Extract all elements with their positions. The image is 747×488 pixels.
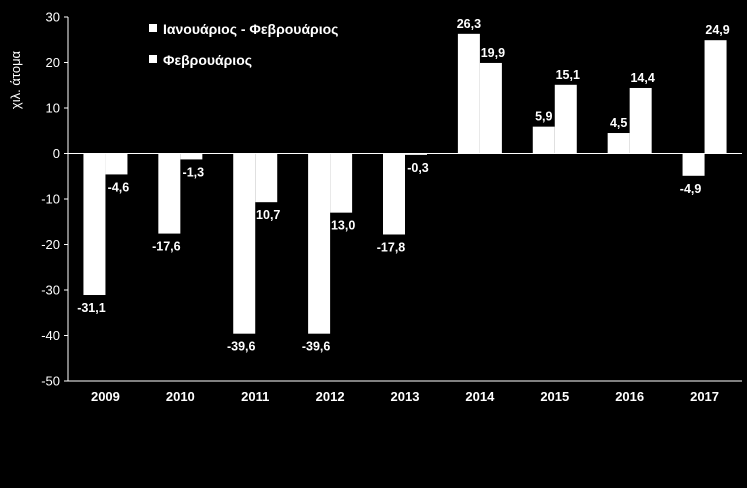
axes xyxy=(67,17,742,382)
x-tick-label-2014: 2014 xyxy=(465,389,495,404)
bar-series-1-2017 xyxy=(682,153,705,176)
bar-series-1-2013 xyxy=(383,153,405,235)
data-labels: -31,1 -4,6 -17,6 -1,3 -39,6 10,7 -39,6 13,0 -17,… xyxy=(77,17,730,354)
legend-swatch-series-1 xyxy=(149,24,157,32)
bar-series-2-2016 xyxy=(629,87,652,154)
data-label-series-1-2014: 26,3 xyxy=(457,17,481,31)
bar-series-1-2016 xyxy=(607,133,630,154)
bars xyxy=(83,33,727,334)
data-label-series-1-2009: -31,1 xyxy=(77,301,106,315)
y-tick-label-1: 20 xyxy=(46,55,60,70)
bar-series-1-2010 xyxy=(158,153,181,234)
y-axis-label: χιλ. άτομα xyxy=(8,50,23,109)
data-label-series-1-2012: -39,6 xyxy=(302,340,331,354)
legend-swatch-series-2 xyxy=(149,55,157,63)
data-label-series-1-2015: 5,9 xyxy=(535,110,552,124)
bar-series-2-2014 xyxy=(479,62,502,154)
data-label-series-2-2009: -4,6 xyxy=(108,180,130,194)
bar-series-2-2009 xyxy=(105,153,128,175)
data-label-series-1-2016: 4,5 xyxy=(610,116,627,130)
x-tick-label-2015: 2015 xyxy=(540,389,569,404)
bar-series-1-2014 xyxy=(457,33,480,154)
x-axis-ticks: 2009 2010 2011 2012 2013 2014 2015 2016 2017 xyxy=(91,389,719,404)
data-label-series-2-2016: 14,4 xyxy=(630,71,654,85)
data-label-series-1-2011: -39,6 xyxy=(227,340,256,354)
bar-series-2-2012 xyxy=(330,153,353,213)
bar-series-2-2010 xyxy=(180,153,203,160)
bar-series-1-2011 xyxy=(233,153,256,334)
x-tick-label-2016: 2016 xyxy=(615,389,644,404)
y-tick-label-3: 0 xyxy=(53,146,60,161)
data-label-series-2-2014: 19,9 xyxy=(481,46,505,60)
data-label-series-2-2012: 13,0 xyxy=(331,219,355,233)
legend-label-series-1: Ιανουάριος - Φεβρουάριος xyxy=(163,21,338,37)
data-label-series-1-2017: -4,9 xyxy=(680,182,702,196)
data-label-series-1-2010: -17,6 xyxy=(152,240,181,254)
y-tick-label-7: -40 xyxy=(41,328,60,343)
bar-series-1-2012 xyxy=(308,153,331,334)
x-tick-label-2013: 2013 xyxy=(391,389,420,404)
data-label-series-2-2015: 15,1 xyxy=(556,68,580,82)
data-label-series-2-2010: -1,3 xyxy=(183,165,205,179)
x-tick-label-2009: 2009 xyxy=(91,389,120,404)
x-tick-label-2017: 2017 xyxy=(690,389,719,404)
x-tick-label-2011: 2011 xyxy=(241,389,269,404)
bar-series-1-2015 xyxy=(532,126,555,154)
y-axis-ticks: 30 20 10 0 -10 -20 -30 -40 -50 xyxy=(41,10,68,389)
bar-series-2-2017 xyxy=(704,40,727,154)
data-label-series-2-2017: 24,9 xyxy=(705,23,729,37)
y-tick-label-4: -10 xyxy=(41,192,60,207)
data-label-series-2-2013: -0,3 xyxy=(407,161,429,175)
legend: Ιανουάριος - Φεβρουάριος Φεβρουάριος xyxy=(149,21,338,68)
data-label-series-2-2011: 10,7 xyxy=(256,208,280,222)
y-tick-label-6: -30 xyxy=(41,283,60,298)
bar-series-2-2013 xyxy=(405,153,427,155)
x-tick-label-2010: 2010 xyxy=(166,389,195,404)
y-tick-label-8: -50 xyxy=(41,374,60,389)
bar-series-1-2009 xyxy=(83,153,106,296)
bar-series-2-2011 xyxy=(255,153,278,203)
bar-series-2-2015 xyxy=(554,84,577,154)
x-tick-label-2012: 2012 xyxy=(316,389,345,404)
y-tick-label-2: 10 xyxy=(46,101,60,116)
legend-label-series-2: Φεβρουάριος xyxy=(163,52,252,68)
data-label-series-1-2013: -17,8 xyxy=(377,240,406,254)
y-tick-label-0: 30 xyxy=(46,10,60,25)
y-tick-label-5: -20 xyxy=(41,237,60,252)
